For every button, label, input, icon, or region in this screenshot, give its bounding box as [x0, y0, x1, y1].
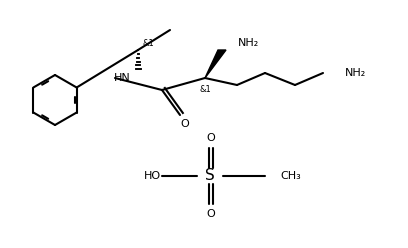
Text: NH₂: NH₂	[345, 68, 366, 78]
Text: CH₃: CH₃	[280, 171, 301, 181]
Text: NH₂: NH₂	[238, 38, 259, 48]
Polygon shape	[205, 50, 226, 78]
Text: O: O	[206, 209, 215, 219]
Text: HO: HO	[144, 171, 161, 181]
Text: &1: &1	[142, 38, 154, 48]
Text: O: O	[206, 133, 215, 143]
Text: HN: HN	[113, 73, 131, 83]
Text: O: O	[181, 119, 189, 129]
Text: S: S	[205, 168, 215, 184]
Text: &1: &1	[199, 86, 211, 94]
